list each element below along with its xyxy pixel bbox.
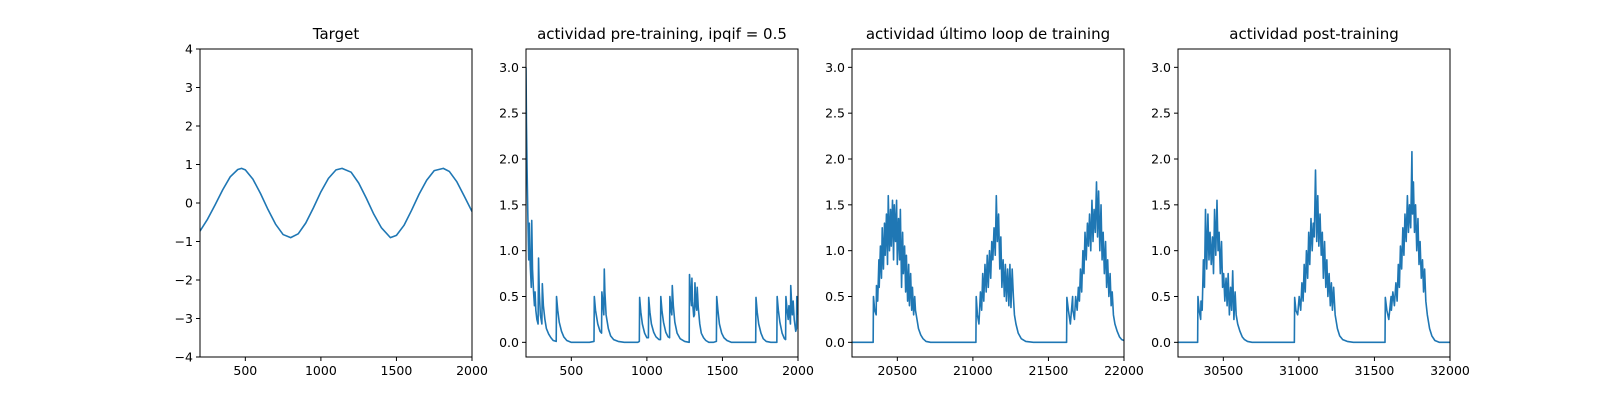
y-tick-label: 3.0 bbox=[499, 60, 519, 75]
subplot-2: 500 1000 1500 2000 0.0 0.5 1.0 1.5 2.0 2.5 3.0 acti… bbox=[499, 25, 814, 378]
axes-frame bbox=[199, 48, 473, 358]
y-tick-label: −2 bbox=[175, 273, 193, 288]
series-line bbox=[1178, 150, 1450, 344]
x-tick-label: 500 bbox=[559, 363, 583, 378]
subplot-1: 500 1000 1500 2000 −4 −3 −2 −1 0 1 2 3 4 Target bbox=[175, 25, 488, 378]
x-tick-label: 31500 bbox=[1355, 363, 1395, 378]
y-tick-label: 1 bbox=[185, 157, 193, 172]
y-tick-label: 0.0 bbox=[825, 335, 845, 350]
axes-frame bbox=[525, 48, 799, 358]
y-tick-label: −1 bbox=[175, 234, 193, 249]
y-tick-label: 0.5 bbox=[825, 289, 845, 304]
x-tick-label: 2000 bbox=[782, 363, 814, 378]
subplot-3: 20500 21000 21500 22000 0.0 0.5 1.0 1.5 2.0 2.5 3.… bbox=[825, 25, 1144, 378]
x-tick-label: 2000 bbox=[456, 363, 488, 378]
x-tick-label: 30500 bbox=[1203, 363, 1243, 378]
x-tick-label: 22000 bbox=[1104, 363, 1144, 378]
subplot-title: Target bbox=[312, 25, 360, 43]
x-tick-label: 32000 bbox=[1430, 363, 1470, 378]
y-tick-label: 1.0 bbox=[825, 243, 845, 258]
y-tick-label: 0.0 bbox=[499, 335, 519, 350]
y-tick-label: 2.0 bbox=[1151, 152, 1171, 167]
y-tick-label: 3.0 bbox=[1151, 60, 1171, 75]
x-tick-label: 31000 bbox=[1279, 363, 1319, 378]
y-tick-label: 1.0 bbox=[499, 243, 519, 258]
subplot-title: actividad último loop de training bbox=[866, 25, 1110, 43]
x-tick-label: 500 bbox=[233, 363, 257, 378]
subplot-4: 30500 31000 31500 32000 0.0 0.5 1.0 1.5 2.0 2.5 3.… bbox=[1151, 25, 1470, 378]
y-tick-label: −3 bbox=[175, 311, 193, 326]
y-tick-label: 2.5 bbox=[825, 106, 845, 121]
y-tick-label: 2.0 bbox=[499, 152, 519, 167]
x-tick-label: 1000 bbox=[631, 363, 663, 378]
series-line bbox=[200, 167, 472, 239]
axes-frame bbox=[851, 48, 1125, 358]
x-tick-label: 1500 bbox=[707, 363, 739, 378]
x-tick-label: 21500 bbox=[1029, 363, 1069, 378]
y-tick-label: 2.0 bbox=[825, 152, 845, 167]
y-tick-label: 1.0 bbox=[1151, 243, 1171, 258]
y-tick-label: 2.5 bbox=[1151, 106, 1171, 121]
y-tick-label: 1.5 bbox=[499, 197, 519, 212]
x-tick-label: 20500 bbox=[877, 363, 917, 378]
y-tick-label: 1.5 bbox=[1151, 197, 1171, 212]
y-tick-label: 1.5 bbox=[825, 197, 845, 212]
series-line bbox=[852, 181, 1124, 344]
subplot-title: actividad pre-training, ipqif = 0.5 bbox=[537, 25, 787, 43]
y-tick-label: 0.0 bbox=[1151, 335, 1171, 350]
y-tick-label: 0.5 bbox=[1151, 289, 1171, 304]
y-tick-label: 3.0 bbox=[825, 60, 845, 75]
axes-frame bbox=[1177, 48, 1451, 358]
subplot-title: actividad post-training bbox=[1229, 25, 1398, 43]
x-tick-label: 1500 bbox=[381, 363, 413, 378]
series-line bbox=[526, 67, 798, 344]
y-tick-label: −4 bbox=[175, 350, 193, 365]
y-tick-label: 2 bbox=[185, 119, 193, 134]
y-tick-label: 3 bbox=[185, 80, 193, 95]
y-tick-label: 0 bbox=[185, 196, 193, 211]
x-tick-label: 1000 bbox=[305, 363, 337, 378]
y-tick-label: 2.5 bbox=[499, 106, 519, 121]
y-tick-label: 4 bbox=[185, 42, 193, 57]
x-tick-label: 21000 bbox=[953, 363, 993, 378]
y-tick-label: 0.5 bbox=[499, 289, 519, 304]
